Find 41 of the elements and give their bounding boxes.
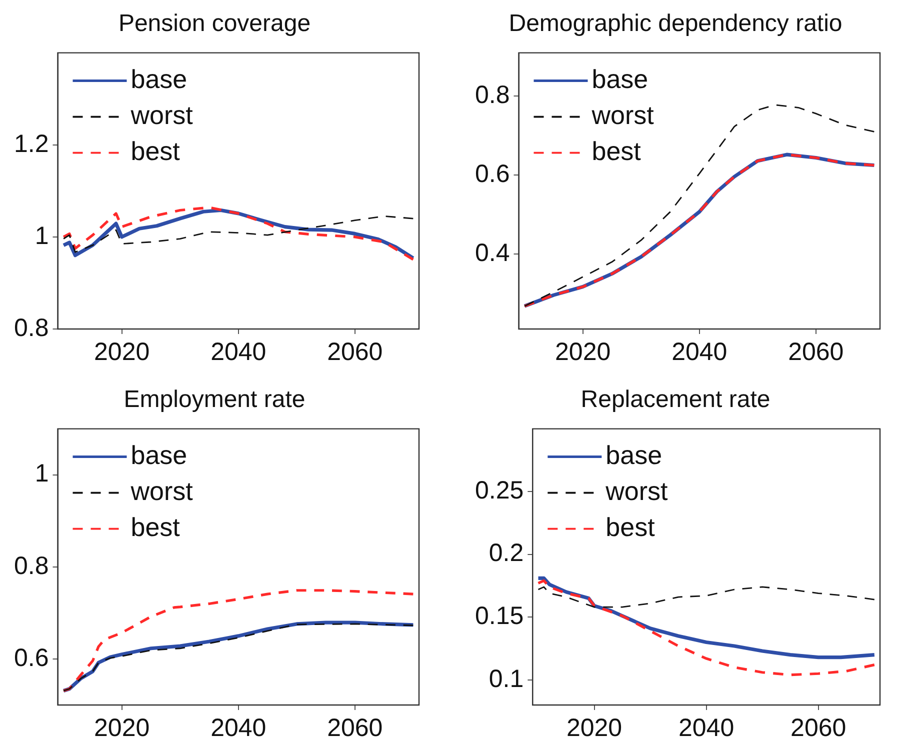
legend-label: best	[130, 136, 181, 166]
chart-title: Employment rate	[124, 386, 306, 414]
x-tick-label: 2040	[210, 338, 266, 366]
y-tick-label: 0.8	[14, 552, 49, 580]
legend-label: worst	[130, 476, 194, 506]
x-tick-label: 2020	[94, 338, 150, 366]
x-tick-label: 2060	[327, 714, 383, 742]
y-tick-label: 0.1	[488, 664, 524, 693]
y-tick-label: 0.2	[488, 539, 524, 568]
x-tick-label: 2060	[790, 714, 846, 742]
x-tick-label: 2020	[566, 714, 622, 742]
y-tick-label: 0.8	[14, 314, 49, 342]
y-tick-label: 0.6	[14, 644, 49, 672]
legend-label: best	[606, 512, 656, 542]
x-tick-label: 2040	[678, 714, 734, 742]
chart-title: Replacement rate	[580, 386, 770, 414]
legend-label: best	[592, 136, 642, 166]
y-tick-label: 0.8	[474, 81, 510, 110]
x-tick-label: 2040	[210, 714, 266, 742]
y-tick-label: 1	[34, 222, 49, 250]
x-tick-label: 2040	[672, 338, 728, 366]
legend-label: base	[606, 440, 662, 470]
legend-label: base	[130, 64, 188, 94]
y-tick-label: 0.4	[474, 238, 510, 267]
x-tick-label: 2020	[555, 338, 611, 366]
y-tick-label: 0.6	[474, 160, 510, 188]
chart-title: Demographic dependency ratio	[508, 10, 842, 38]
legend-label: best	[130, 512, 181, 542]
legend-label: worst	[590, 100, 655, 130]
y-tick-label: 0.25	[474, 476, 524, 504]
y-tick-label: 0.15	[474, 602, 524, 630]
x-tick-label: 2020	[94, 714, 150, 742]
legend-label: worst	[604, 476, 669, 506]
y-tick-label: 1.2	[14, 130, 49, 158]
chart-title: Pension coverage	[118, 10, 311, 38]
y-tick-label: 1	[34, 460, 49, 488]
x-tick-label: 2060	[327, 338, 383, 366]
legend-label: base	[592, 64, 648, 94]
x-tick-label: 2060	[788, 338, 844, 366]
legend-label: base	[130, 440, 188, 470]
legend-label: worst	[130, 100, 194, 130]
